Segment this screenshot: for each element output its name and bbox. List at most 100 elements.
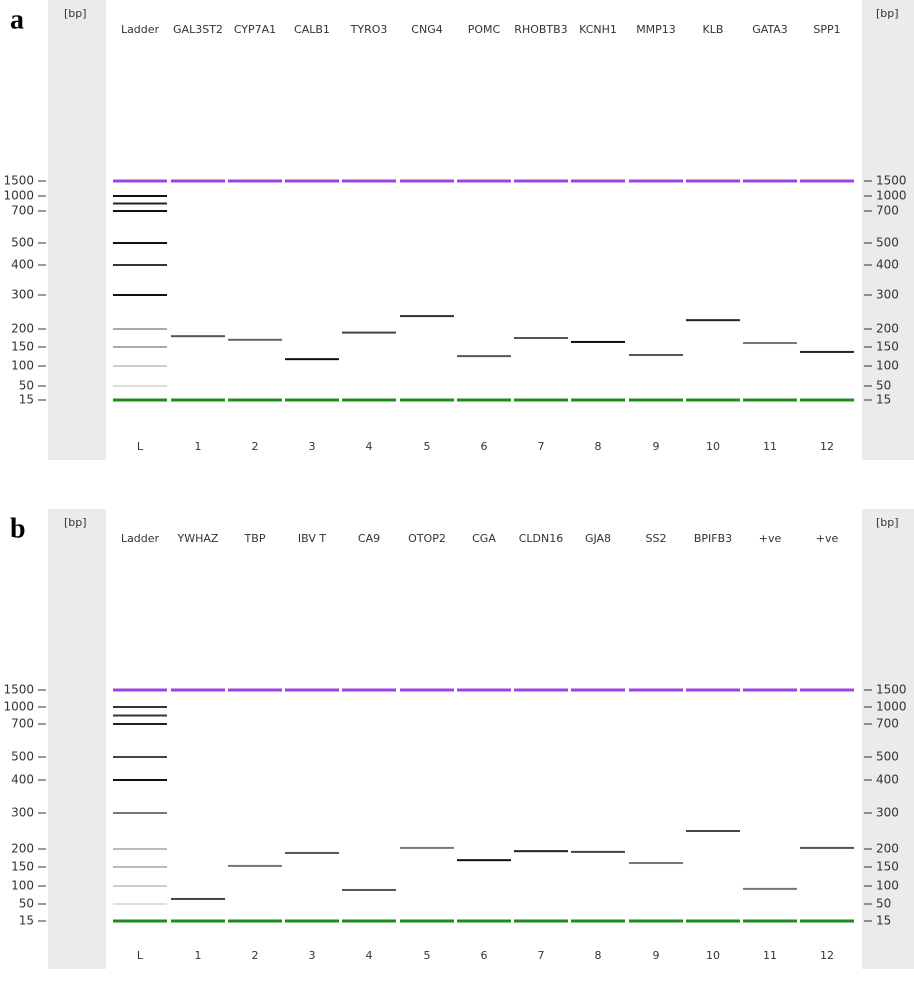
- band: [285, 852, 339, 854]
- marker-band: [457, 689, 511, 692]
- marker-band: [285, 399, 339, 402]
- marker-band: [342, 399, 396, 402]
- lane-name: Ladder: [121, 23, 160, 36]
- y-tick-label: 300: [876, 806, 899, 820]
- lane-name: +ve: [816, 532, 839, 545]
- ladder-band: [113, 365, 167, 367]
- lane-label: 5: [424, 949, 431, 962]
- y-tick-label: 200: [11, 322, 34, 336]
- y-tick-label: 400: [876, 773, 899, 787]
- lane-name: GATA3: [752, 23, 788, 36]
- marker-band: [285, 920, 339, 923]
- lane-name: SPP1: [813, 23, 840, 36]
- band: [457, 355, 511, 357]
- marker-band: [686, 689, 740, 692]
- y-tick-label: 150: [876, 340, 899, 354]
- y-tick-label: 300: [876, 288, 899, 302]
- lane-label: 6: [481, 949, 488, 962]
- lane-label: 4: [366, 440, 373, 453]
- band: [571, 851, 625, 853]
- lane-label: 1: [195, 949, 202, 962]
- marker-band: [228, 689, 282, 692]
- y-tick-label: 15: [876, 914, 891, 928]
- y-tick-label: 100: [876, 359, 899, 373]
- y-tick-label: 1000: [876, 700, 907, 714]
- band: [686, 830, 740, 832]
- marker-band: [285, 689, 339, 692]
- ladder-band: [113, 706, 167, 708]
- lane-label: L: [137, 440, 144, 453]
- marker-band: [743, 920, 797, 923]
- ladder-band: [113, 195, 167, 197]
- y-tick-label: 700: [876, 204, 899, 218]
- y-tick-label: 300: [11, 806, 34, 820]
- lane-label: 5: [424, 440, 431, 453]
- marker-band: [457, 920, 511, 923]
- y-tick-label: 700: [11, 204, 34, 218]
- marker-band: [400, 689, 454, 692]
- marker-band: [629, 689, 683, 692]
- marker-band: [571, 920, 625, 923]
- y-tick-label: 500: [11, 236, 34, 250]
- marker-band: [171, 689, 225, 692]
- y-tick-label: 50: [876, 379, 891, 393]
- ladder-band: [113, 723, 167, 725]
- lane-name: CALB1: [294, 23, 330, 36]
- axis-panel: [48, 509, 106, 969]
- lane-name: SS2: [646, 532, 667, 545]
- y-tick-label: 700: [11, 717, 34, 731]
- ladder-band: [113, 903, 167, 905]
- marker-band: [113, 180, 167, 183]
- marker-band: [743, 180, 797, 183]
- marker-band: [629, 920, 683, 923]
- ladder-band: [113, 242, 167, 244]
- marker-band: [686, 180, 740, 183]
- marker-band: [400, 920, 454, 923]
- marker-band: [800, 689, 854, 692]
- lane-label: 3: [309, 440, 316, 453]
- marker-band: [400, 180, 454, 183]
- lane-label: 2: [252, 949, 259, 962]
- marker-band: [342, 180, 396, 183]
- marker-band: [228, 399, 282, 402]
- panel-label: a: [10, 4, 24, 35]
- marker-band: [400, 399, 454, 402]
- marker-band: [629, 180, 683, 183]
- band: [228, 339, 282, 341]
- y-tick-label: 1500: [876, 174, 907, 188]
- y-axis-label: [bp]: [64, 7, 87, 20]
- band: [571, 341, 625, 343]
- lane-label: 6: [481, 440, 488, 453]
- lane-name: CGA: [472, 532, 496, 545]
- ladder-band: [113, 264, 167, 266]
- ladder-band: [113, 866, 167, 868]
- marker-band: [113, 689, 167, 692]
- ladder-band: [113, 210, 167, 212]
- lane-name: GAL3ST2: [173, 23, 223, 36]
- y-tick-label: 400: [876, 258, 899, 272]
- y-tick-label: 300: [11, 288, 34, 302]
- y-tick-label: 500: [876, 750, 899, 764]
- ladder-band: [113, 848, 167, 850]
- lane-name: IBV T: [298, 532, 326, 545]
- lane-label: 10: [706, 949, 720, 962]
- ladder-band: [113, 715, 167, 717]
- band: [686, 319, 740, 321]
- y-tick-label: 50: [19, 897, 34, 911]
- panel-label: b: [10, 513, 26, 544]
- lane-label: 2: [252, 440, 259, 453]
- y-tick-label: 150: [11, 860, 34, 874]
- marker-band: [342, 689, 396, 692]
- lane-label: 11: [763, 440, 777, 453]
- marker-band: [514, 920, 568, 923]
- ladder-band: [113, 385, 167, 387]
- marker-band: [342, 920, 396, 923]
- lane-name: TYRO3: [350, 23, 388, 36]
- lane-label: 4: [366, 949, 373, 962]
- marker-band: [571, 689, 625, 692]
- y-axis-label: [bp]: [876, 516, 899, 529]
- y-tick-label: 1500: [3, 683, 34, 697]
- y-axis-label: [bp]: [876, 7, 899, 20]
- y-tick-label: 150: [876, 860, 899, 874]
- band: [514, 850, 568, 852]
